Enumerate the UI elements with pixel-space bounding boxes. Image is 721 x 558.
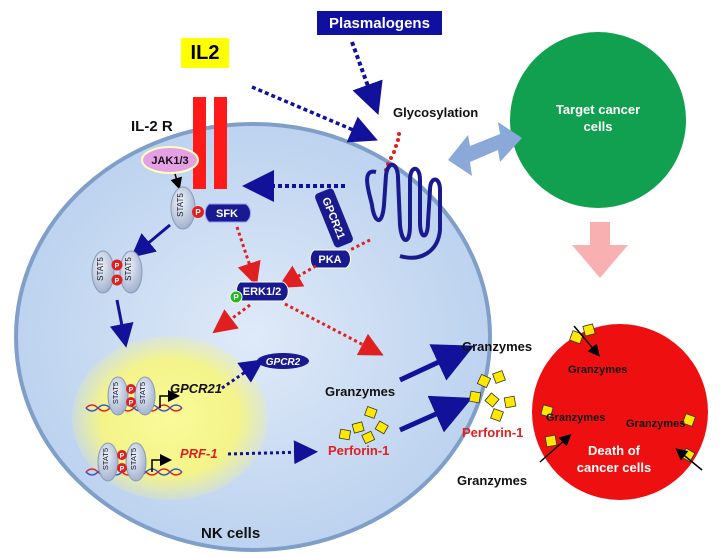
- stat5-dimer-left-label: STAT5: [96, 257, 105, 281]
- phospho-erk: [229, 290, 243, 304]
- jak-label: JAK1/3: [151, 155, 188, 167]
- stat5-to-dimer-arrow: [130, 223, 171, 258]
- stat5-dimer-cytoplasm: [91, 250, 143, 294]
- stat5-membrane-label: STAT5: [176, 193, 185, 217]
- il2-label-box: IL2: [181, 38, 229, 68]
- il2r-chain-right: [214, 97, 227, 189]
- granzymes-extracellular-label-bottom: Granzymes: [457, 473, 527, 488]
- granule-cluster-extracellular: [468, 370, 517, 422]
- death-of-cancer-cells-line2: cancer cells: [577, 460, 651, 475]
- gpcr21-to-pka-arrow: [349, 238, 371, 252]
- plasmalogens-label-box: Plasmalogens: [317, 11, 442, 35]
- promoter-arrow-prf1: [151, 454, 172, 472]
- stat5-gene2-p1: P: [120, 453, 125, 460]
- perforin-intracellular-label: Perforin-1: [328, 443, 389, 458]
- gpcr21-label-box: [315, 188, 353, 248]
- stat5-gene2-left-label: STAT5: [101, 448, 110, 470]
- bidirectional-arrow: [448, 122, 522, 176]
- jak-to-stat5-arrow: [170, 173, 183, 190]
- sfk-to-erk-arrow: [235, 226, 261, 287]
- target-cancer-cells-label-line1: Target cancer: [556, 102, 640, 117]
- target-cancer-cells-label-line2: cells: [584, 119, 613, 134]
- plasmalogens-arrow: [350, 41, 383, 116]
- promoter-arrow-gpcr21: [159, 390, 180, 408]
- sfk-label: SFK: [216, 208, 238, 220]
- granzymes-in-cancer-label-1: Granzymes: [568, 364, 627, 376]
- pka-shape: [309, 249, 351, 269]
- il2r-chain-left: [193, 97, 206, 189]
- stat5-dimer-gpcr21-gene: [107, 376, 156, 416]
- perforin-pore-arrow-right: [675, 448, 703, 471]
- stat5-dimer-p1: P: [115, 263, 120, 270]
- phospho-erk-label: P: [233, 293, 239, 302]
- prf1-gene-to-perforin-arrow: [227, 440, 318, 465]
- erk-label: ERK1/2: [243, 286, 282, 298]
- stat5-gene1-right-label: STAT5: [138, 382, 147, 404]
- perforin-secretion-arrow: [398, 395, 473, 433]
- pka-label: PKA: [318, 254, 341, 266]
- stat5-gene1-left-label: STAT5: [111, 382, 120, 404]
- plasmalogens-label: Plasmalogens: [329, 14, 430, 32]
- gpcr2-label: GPCR2: [266, 357, 301, 368]
- jak-ellipse: [141, 146, 199, 174]
- granzymes-in-cancer-label-3: Granzymes: [626, 418, 685, 430]
- perforin-extracellular-label: Perforin-1: [462, 425, 523, 440]
- erk-to-granzymes-arrow: [284, 302, 384, 356]
- sfk-shape: [204, 203, 251, 223]
- glycosylation-label: Glycosylation: [393, 105, 478, 120]
- gpcr21-gene-label: GPCR21: [170, 381, 222, 396]
- perforin-pore-arrow-top: [573, 325, 600, 357]
- il2r-label: IL-2 R: [131, 118, 173, 135]
- target-cancer-cell: [510, 32, 686, 208]
- nk-cells-label: NK cells: [201, 525, 260, 542]
- granule-cluster-intracellular: [338, 406, 389, 445]
- prf1-gene-label: PRF-1: [180, 446, 218, 461]
- stat5-dimer-right-label: STAT5: [124, 257, 133, 281]
- dimer-to-nucleus-arrow: [109, 299, 134, 348]
- stat5-gene1-p1: P: [129, 387, 134, 394]
- gpcr21-gene-to-gpcr2-arrow: [221, 359, 264, 390]
- granzymes-intracellular-label: Granzymes: [325, 384, 395, 399]
- stat5-dimer-p2: P: [115, 278, 120, 285]
- gpcr21-serpentine: [365, 162, 442, 260]
- stat5-dimer-prf1-gene: [97, 442, 147, 482]
- gpcr2-ellipse: [257, 353, 309, 369]
- pka-to-erk-arrow: [277, 264, 317, 288]
- perforin-pore-arrow-left: [539, 434, 572, 463]
- dna-strand-upper-b: [85, 404, 183, 412]
- stat5-gene2-p2: P: [120, 466, 125, 473]
- stat5-gene1-p2: P: [129, 400, 134, 407]
- phospho-label: P: [195, 208, 201, 217]
- phospho-stat5-membrane: [192, 206, 204, 218]
- erk-shape: [235, 281, 289, 302]
- granzymes-secretion-arrow: [398, 344, 475, 383]
- il2-label: IL2: [190, 41, 220, 64]
- granzymes-in-cancer-label-2: Granzymes: [546, 412, 605, 424]
- death-of-cancer-cells-line1: Death of: [588, 443, 641, 458]
- granzymes-extracellular-label-top: Granzymes: [462, 339, 532, 354]
- pink-down-arrow: [572, 222, 628, 278]
- stat5-gene2-right-label: STAT5: [129, 448, 138, 470]
- dying-cancer-cell: [532, 324, 708, 500]
